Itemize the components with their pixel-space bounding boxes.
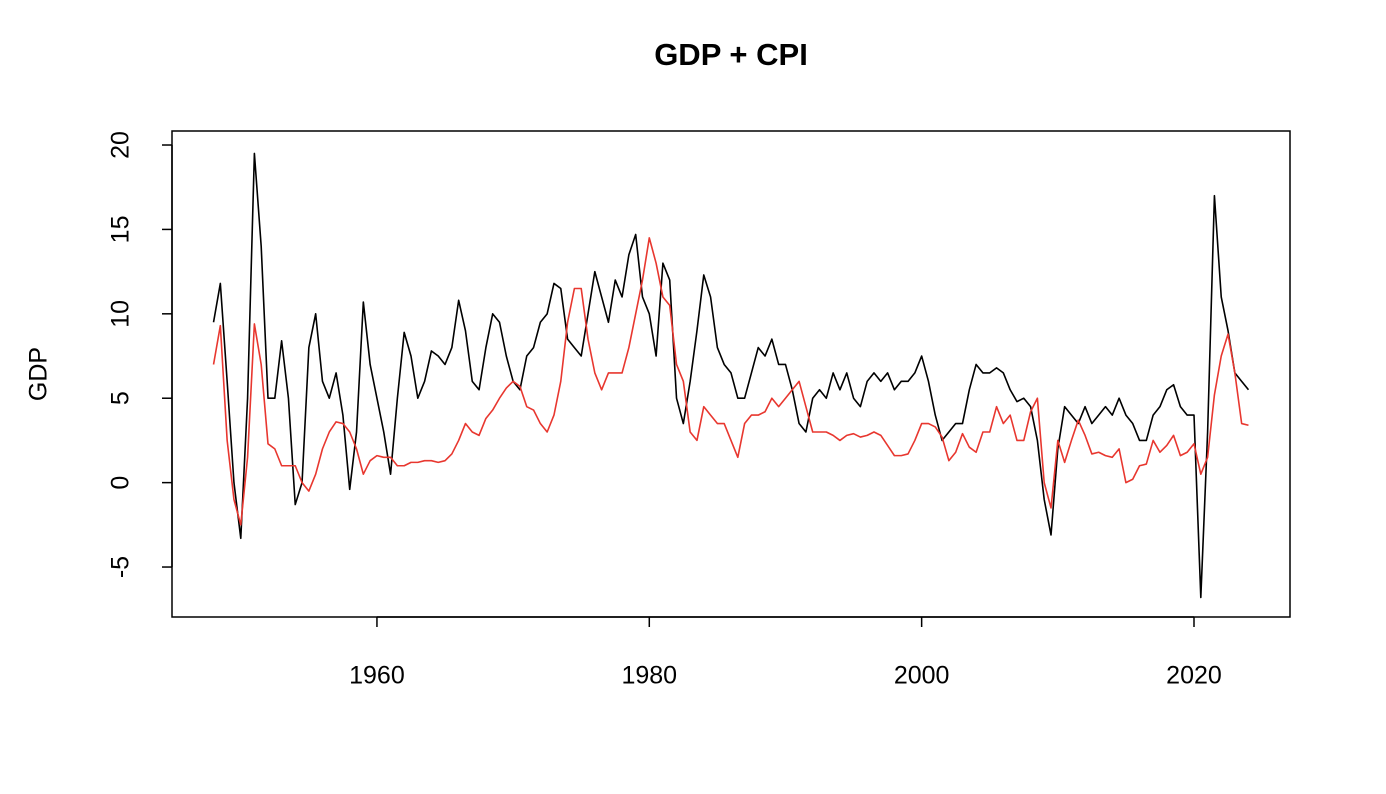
x-tick-label: 2000 [894, 662, 950, 690]
y-tick-label: 10 [107, 300, 135, 328]
y-axis-label: GDP [25, 347, 53, 401]
x-tick-label: 2020 [1166, 662, 1222, 690]
y-tick-label: 15 [107, 216, 135, 244]
x-tick-label: 1960 [349, 662, 405, 690]
y-tick-label: -5 [107, 556, 135, 578]
series-line [212, 237, 1249, 526]
x-tick-label: 1980 [621, 662, 677, 690]
y-tick-label: 0 [107, 476, 135, 490]
y-tick-label: 20 [107, 131, 135, 159]
series-line [212, 152, 1250, 599]
y-tick-label: 5 [107, 391, 135, 405]
chart-title: GDP + CPI [654, 37, 808, 72]
